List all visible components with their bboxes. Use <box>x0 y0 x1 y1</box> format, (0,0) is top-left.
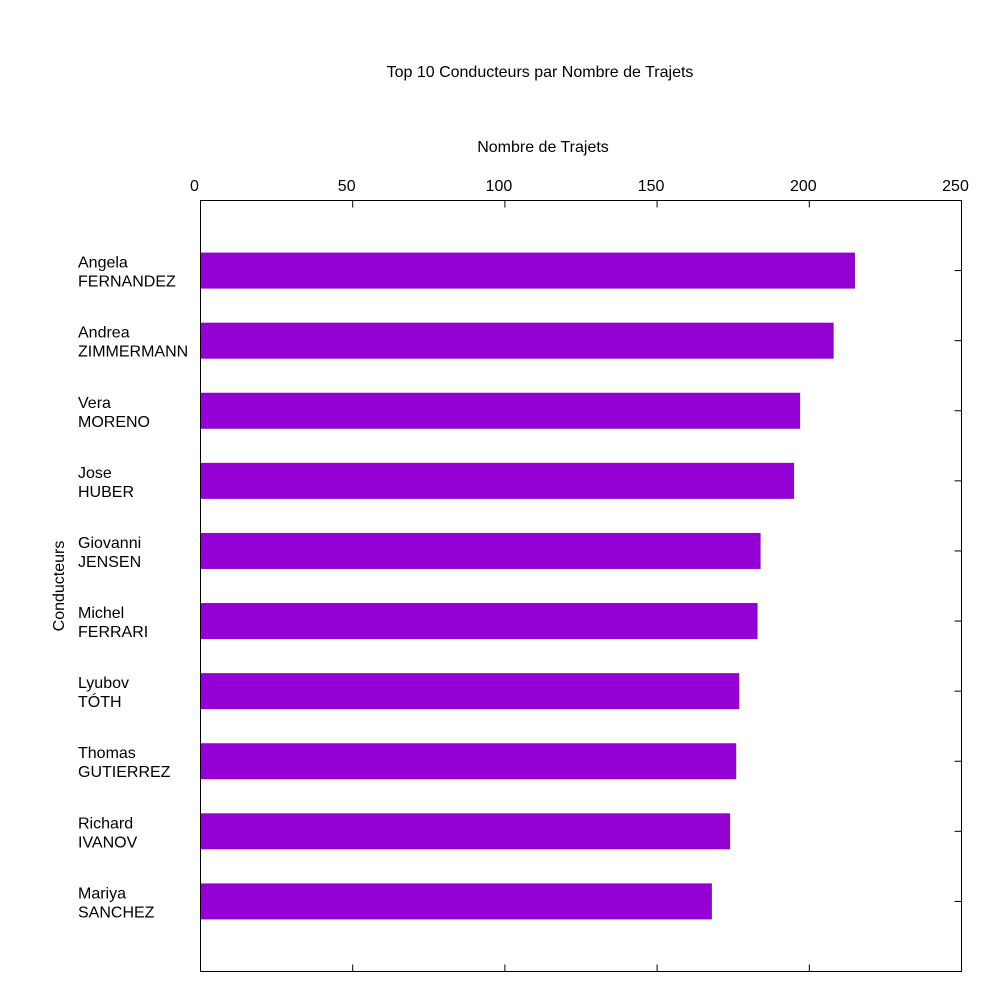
x-axis-label: Nombre de Trajets <box>477 139 609 156</box>
y-tick-label: Lyubov TÓTH <box>78 675 129 711</box>
driver-first-name: Angela <box>78 255 128 272</box>
driver-first-name: Lyubov <box>78 675 129 692</box>
bar <box>200 883 712 920</box>
x-tick-label: 250 <box>942 178 969 195</box>
bar <box>200 322 834 359</box>
driver-last-name: JENSEN <box>78 554 141 571</box>
driver-last-name: FERRARI <box>78 624 148 641</box>
y-tick-label: Andrea ZIMMERMANN <box>78 325 188 361</box>
y-tick-label: Thomas GUTIERREZ <box>78 745 171 781</box>
y-tick-label: Vera MORENO <box>78 395 150 431</box>
bar <box>200 603 758 640</box>
driver-last-name: MORENO <box>78 414 150 431</box>
y-tick-label: Mariya SANCHEZ <box>78 885 155 921</box>
x-tick-label: 50 <box>338 178 356 195</box>
driver-first-name: Jose <box>78 465 112 482</box>
driver-last-name: TÓTH <box>78 692 122 711</box>
bar <box>200 743 737 780</box>
driver-first-name: Mariya <box>78 885 126 902</box>
driver-last-name: GUTIERREZ <box>78 764 171 781</box>
x-tick-label: 200 <box>790 178 817 195</box>
driver-first-name: Thomas <box>78 745 136 762</box>
y-axis-label: Conducteurs <box>51 541 68 632</box>
y-tick-label: Angela FERNANDEZ <box>78 255 176 291</box>
x-tick-label: 150 <box>638 178 665 195</box>
bar-series <box>200 252 855 920</box>
driver-last-name: FERNANDEZ <box>78 274 176 291</box>
driver-first-name: Andrea <box>78 325 130 342</box>
driver-last-name: IVANOV <box>78 834 138 851</box>
bar <box>200 462 795 499</box>
bar <box>200 673 740 710</box>
driver-first-name: Richard <box>78 815 133 832</box>
driver-first-name: Michel <box>78 605 124 622</box>
driver-last-name: ZIMMERMANN <box>78 344 188 361</box>
bar <box>200 392 801 429</box>
y-tick-label: Richard IVANOV <box>78 815 138 851</box>
driver-first-name: Giovanni <box>78 535 141 552</box>
driver-first-name: Vera <box>78 395 111 412</box>
x-axis-ticks: 0 50 100 150 200 250 <box>190 178 969 972</box>
y-tick-label: Jose HUBER <box>78 465 134 501</box>
bar <box>200 532 761 569</box>
y-axis-tick-labels: Angela FERNANDEZ Andrea ZIMMERMANN Vera MOREN… <box>78 255 962 921</box>
y-tick-label: Michel FERRARI <box>78 605 148 641</box>
bar <box>200 813 731 850</box>
driver-last-name: HUBER <box>78 484 134 501</box>
bar <box>200 252 855 289</box>
x-tick-label: 100 <box>486 178 513 195</box>
plot-frame <box>200 200 962 972</box>
chart-title: Top 10 Conducteurs par Nombre de Trajets <box>387 64 694 81</box>
y-tick-label: Giovanni JENSEN <box>78 535 141 571</box>
driver-last-name: SANCHEZ <box>78 904 155 921</box>
x-tick-label: 0 <box>190 178 199 195</box>
